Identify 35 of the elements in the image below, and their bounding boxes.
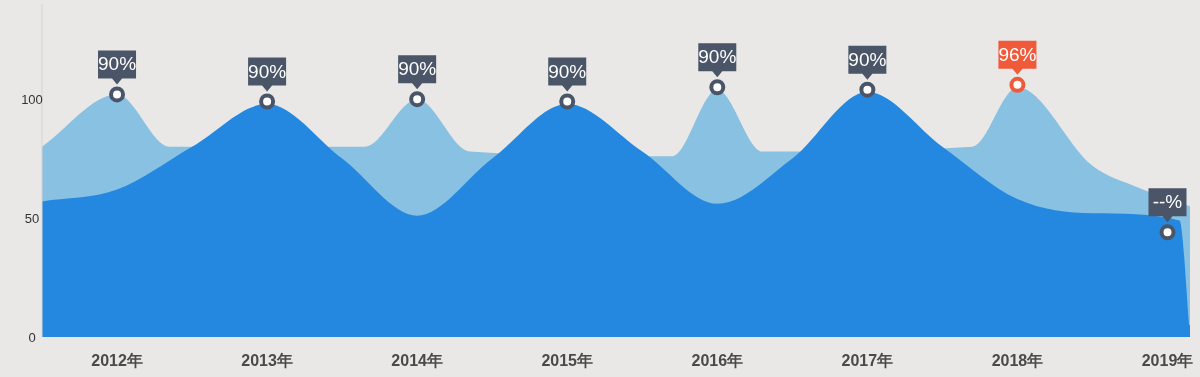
point [1009, 76, 1026, 93]
x-tick-label: 2019年 [1141, 352, 1194, 369]
annotation: 90% [98, 53, 137, 75]
point [259, 93, 276, 110]
annotation: 90% [848, 48, 887, 70]
annotation-box: 90% [248, 57, 287, 92]
x-tick-label: 2018年 [991, 352, 1044, 369]
annotation: 90% [248, 60, 287, 82]
annotation-box: 90% [848, 45, 887, 80]
annotation-box: 90% [98, 50, 137, 85]
x-tick-label: 2012年 [91, 352, 143, 369]
annotation: --% [1152, 191, 1183, 213]
x-tick-label: 2016年 [691, 352, 744, 369]
point [409, 91, 426, 108]
y-tick-label: 0 [28, 330, 36, 345]
point [1159, 224, 1176, 241]
y-tick-label: 50 [24, 211, 40, 227]
x-tick-label: 2017年 [841, 352, 894, 369]
x-tick-label: 2014年 [391, 352, 443, 369]
x-tick-label: 2015年 [541, 352, 594, 369]
x-tick-label: 2013年 [241, 352, 293, 369]
annotation: 90% [548, 60, 587, 82]
annotation-box: 90% [698, 43, 737, 78]
annotation-box: 90% [398, 55, 437, 90]
annotation-box: 90% [548, 57, 587, 92]
y-tick-label: 100 [21, 92, 43, 108]
point [709, 79, 726, 96]
annotation: 90% [698, 46, 737, 68]
point [109, 86, 126, 103]
point [859, 81, 876, 98]
annotation: 90% [398, 58, 437, 80]
annotation-box: 96% [998, 40, 1037, 75]
annotation-box: --% [1148, 188, 1187, 223]
annotation: 96% [998, 43, 1037, 65]
point [559, 93, 576, 110]
